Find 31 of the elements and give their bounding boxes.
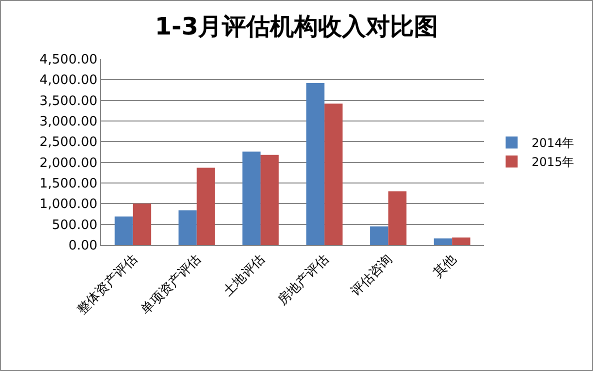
y-tick-label: 1,000.00	[40, 197, 98, 212]
bar	[196, 168, 215, 245]
legend-label: 2014年	[532, 136, 574, 150]
y-tick-label: 3,500.00	[40, 94, 98, 109]
y-tick-label: 4,000.00	[40, 73, 98, 88]
y-tick-label: 0.00	[68, 238, 98, 254]
x-tick-label: 土地评估	[220, 252, 268, 300]
bar	[324, 104, 343, 245]
bar	[434, 238, 452, 245]
y-tick-label: 2,000.00	[40, 156, 98, 171]
x-tick-label: 房地产评估	[274, 251, 332, 308]
chart-title: 1-3月评估机构收入对比图	[154, 12, 438, 40]
y-tick-label: 1,500.00	[40, 176, 98, 192]
y-tick-label: 3,000.00	[40, 114, 98, 130]
legend-label: 2015年	[532, 155, 574, 170]
bar	[370, 226, 388, 245]
x-tick-label: 整体资产评估	[74, 252, 140, 318]
y-tick-label: 2,500.00	[40, 135, 98, 150]
bar	[260, 154, 279, 245]
y-tick-label: 500.00	[52, 218, 98, 233]
y-tick-label: 4,500.00	[40, 52, 98, 68]
bar	[306, 82, 324, 245]
bar	[178, 210, 197, 245]
bar	[452, 238, 470, 245]
bar	[114, 216, 133, 245]
bar	[132, 204, 152, 245]
x-tick-label: 其他	[430, 252, 460, 281]
bar	[388, 191, 406, 245]
x-tick-label: 评估咨询	[348, 252, 396, 300]
bar	[242, 152, 261, 245]
x-tick-label: 单项资产评估	[138, 252, 204, 318]
